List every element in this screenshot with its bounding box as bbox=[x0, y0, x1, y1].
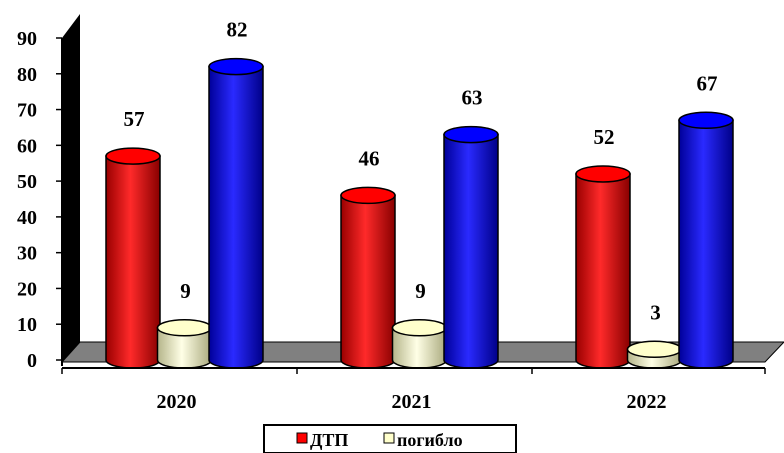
legend-swatch-dtp bbox=[296, 432, 308, 444]
legend-swatch-killed bbox=[383, 432, 395, 444]
bar-body bbox=[208, 65, 264, 369]
bar-top bbox=[156, 319, 213, 337]
bar-top bbox=[443, 125, 499, 144]
y-tick-label: 50 bbox=[17, 171, 37, 193]
data-label: 63 bbox=[462, 86, 483, 110]
bar-top bbox=[391, 319, 448, 337]
y-tick-label: 40 bbox=[17, 207, 37, 229]
bar-top bbox=[340, 186, 396, 205]
data-label: 9 bbox=[415, 279, 426, 303]
x-axis: 2020 2021 2022 bbox=[61, 367, 766, 413]
bar-top bbox=[105, 147, 161, 165]
y-tick-label: 30 bbox=[17, 243, 37, 265]
data-label: 52 bbox=[594, 125, 615, 149]
y-tick-label: 80 bbox=[17, 64, 37, 86]
bar-top bbox=[626, 340, 683, 359]
y-tick-label: 20 bbox=[17, 278, 37, 300]
data-label: 9 bbox=[180, 279, 191, 303]
bars: 57 9 82 46 9 63 52 3 67 bbox=[105, 18, 734, 369]
bar-body bbox=[340, 194, 396, 369]
y-tick-label: 0 bbox=[27, 350, 37, 372]
y-axis: 0 10 20 30 40 50 60 70 80 90 bbox=[17, 28, 63, 372]
y-tick-label: 70 bbox=[17, 100, 37, 122]
data-label: 46 bbox=[359, 146, 380, 170]
x-tick-label: 2021 bbox=[392, 391, 432, 413]
bar: 63 bbox=[443, 86, 499, 369]
legend-label-dtp: ДТП bbox=[310, 430, 348, 450]
bar-body bbox=[105, 155, 161, 369]
bar-top bbox=[208, 57, 264, 76]
bar: 46 bbox=[340, 146, 396, 369]
bar: 57 bbox=[105, 107, 161, 369]
data-label: 82 bbox=[227, 18, 248, 42]
data-label: 3 bbox=[650, 300, 661, 324]
bar-body bbox=[678, 119, 734, 369]
data-label: 57 bbox=[124, 107, 145, 131]
legend: ДТП погибло bbox=[263, 424, 517, 453]
bar: 67 bbox=[678, 71, 734, 369]
y-tick-label: 90 bbox=[17, 28, 37, 50]
legend-label-killed: погибло bbox=[397, 430, 463, 450]
bar-top bbox=[575, 165, 631, 183]
y-tick-label: 60 bbox=[17, 135, 37, 157]
bar-body bbox=[575, 173, 631, 369]
bar-body bbox=[443, 133, 499, 369]
x-tick-label: 2022 bbox=[627, 391, 667, 413]
data-label: 67 bbox=[697, 71, 718, 95]
bar-top bbox=[678, 111, 734, 130]
x-tick-label: 2020 bbox=[157, 391, 197, 413]
bar: 82 bbox=[208, 18, 264, 369]
y-tick-label: 10 bbox=[17, 314, 37, 336]
